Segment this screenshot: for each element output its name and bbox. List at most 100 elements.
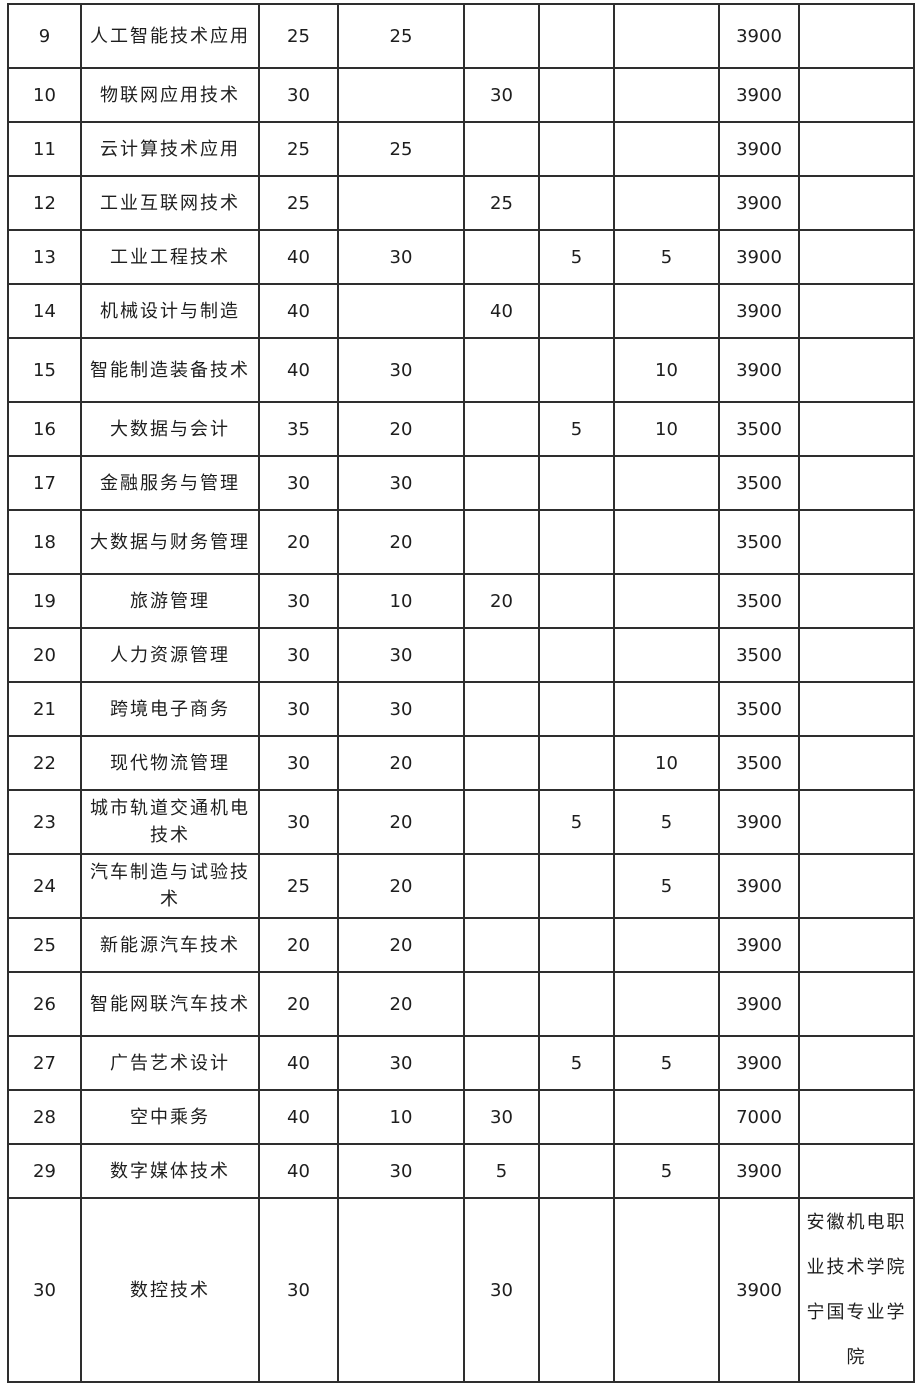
cell-remark xyxy=(798,509,915,575)
cell-category-3 xyxy=(538,3,615,69)
cell-category-2 xyxy=(463,337,540,403)
cell-major-name: 工业工程技术 xyxy=(80,229,260,285)
cell-major-name: 空中乘务 xyxy=(80,1089,260,1145)
table-row: 29 数字媒体技术 40 30 5 5 3900 xyxy=(7,1143,915,1199)
cell-category-2 xyxy=(463,455,540,511)
cell-category-3: 5 xyxy=(538,401,615,457)
cell-category-2 xyxy=(463,627,540,683)
cell-row-number: 25 xyxy=(7,917,82,973)
cell-category-3: 5 xyxy=(538,229,615,285)
cell-category-3 xyxy=(538,509,615,575)
cell-remark xyxy=(798,853,915,919)
cell-category-3: 5 xyxy=(538,1035,615,1091)
cell-category-1 xyxy=(337,1197,465,1383)
table-row: 20 人力资源管理 30 30 3500 xyxy=(7,627,915,683)
cell-major-name: 旅游管理 xyxy=(80,573,260,629)
cell-row-number: 28 xyxy=(7,1089,82,1145)
cell-remark xyxy=(798,283,915,339)
cell-category-2 xyxy=(463,681,540,737)
cell-category-4 xyxy=(613,67,720,123)
table-row: 18 大数据与财务管理 20 20 3500 xyxy=(7,509,915,575)
cell-tuition-fee: 3900 xyxy=(718,337,800,403)
cell-major-name: 数控技术 xyxy=(80,1197,260,1383)
cell-plan-total: 30 xyxy=(258,627,339,683)
cell-major-name: 城市轨道交通机电技术 xyxy=(80,789,260,855)
cell-category-3 xyxy=(538,67,615,123)
table-row: 15 智能制造装备技术 40 30 10 3900 xyxy=(7,337,915,403)
cell-tuition-fee: 3900 xyxy=(718,971,800,1037)
cell-remark xyxy=(798,1143,915,1199)
cell-plan-total: 30 xyxy=(258,735,339,791)
cell-row-number: 16 xyxy=(7,401,82,457)
plan-table-body: 9 人工智能技术应用 25 25 3900 10 物联网应用技术 30 30 3900 11 云计算技… xyxy=(7,3,915,1383)
cell-category-2 xyxy=(463,401,540,457)
cell-category-2 xyxy=(463,1035,540,1091)
cell-category-4: 5 xyxy=(613,789,720,855)
cell-remark xyxy=(798,175,915,231)
cell-row-number: 9 xyxy=(7,3,82,69)
cell-tuition-fee: 3900 xyxy=(718,1197,800,1383)
cell-category-2 xyxy=(463,789,540,855)
cell-plan-total: 40 xyxy=(258,337,339,403)
cell-major-name: 智能制造装备技术 xyxy=(80,337,260,403)
table-row: 30 数控技术 30 30 3900 安徽机电职业技术学院宁国专业学院 xyxy=(7,1197,915,1383)
table-row: 11 云计算技术应用 25 25 3900 xyxy=(7,121,915,177)
cell-major-name: 大数据与会计 xyxy=(80,401,260,457)
cell-plan-total: 30 xyxy=(258,67,339,123)
cell-major-name: 工业互联网技术 xyxy=(80,175,260,231)
cell-category-2: 30 xyxy=(463,1089,540,1145)
cell-category-4 xyxy=(613,627,720,683)
cell-category-1 xyxy=(337,67,465,123)
cell-plan-total: 40 xyxy=(258,283,339,339)
cell-row-number: 27 xyxy=(7,1035,82,1091)
table-row: 17 金融服务与管理 30 30 3500 xyxy=(7,455,915,511)
cell-tuition-fee: 3500 xyxy=(718,735,800,791)
cell-category-4 xyxy=(613,509,720,575)
cell-tuition-fee: 3900 xyxy=(718,67,800,123)
cell-category-2 xyxy=(463,735,540,791)
cell-category-2: 30 xyxy=(463,1197,540,1383)
cell-tuition-fee: 3900 xyxy=(718,283,800,339)
table-row: 22 现代物流管理 30 20 10 3500 xyxy=(7,735,915,791)
cell-plan-total: 30 xyxy=(258,1197,339,1383)
cell-remark xyxy=(798,573,915,629)
cell-category-3 xyxy=(538,1089,615,1145)
cell-category-1: 20 xyxy=(337,971,465,1037)
cell-remark xyxy=(798,971,915,1037)
cell-category-3 xyxy=(538,1197,615,1383)
cell-category-1: 30 xyxy=(337,455,465,511)
cell-category-3 xyxy=(538,121,615,177)
cell-category-4 xyxy=(613,1197,720,1383)
cell-category-2: 5 xyxy=(463,1143,540,1199)
cell-major-name: 汽车制造与试验技术 xyxy=(80,853,260,919)
cell-remark xyxy=(798,917,915,973)
cell-category-3 xyxy=(538,337,615,403)
cell-remark xyxy=(798,1035,915,1091)
cell-major-name: 人力资源管理 xyxy=(80,627,260,683)
cell-plan-total: 40 xyxy=(258,1035,339,1091)
table-row: 21 跨境电子商务 30 30 3500 xyxy=(7,681,915,737)
cell-category-4: 5 xyxy=(613,1035,720,1091)
cell-category-3 xyxy=(538,917,615,973)
cell-plan-total: 25 xyxy=(258,3,339,69)
cell-remark xyxy=(798,229,915,285)
cell-major-name: 机械设计与制造 xyxy=(80,283,260,339)
cell-category-2: 40 xyxy=(463,283,540,339)
cell-category-3 xyxy=(538,1143,615,1199)
cell-category-2 xyxy=(463,917,540,973)
cell-category-4 xyxy=(613,3,720,69)
cell-row-number: 24 xyxy=(7,853,82,919)
cell-row-number: 21 xyxy=(7,681,82,737)
cell-category-3 xyxy=(538,627,615,683)
enrollment-plan-table: 9 人工智能技术应用 25 25 3900 10 物联网应用技术 30 30 3900 11 云计算技… xyxy=(7,3,915,1383)
cell-tuition-fee: 3500 xyxy=(718,509,800,575)
cell-category-1: 20 xyxy=(337,401,465,457)
cell-major-name: 物联网应用技术 xyxy=(80,67,260,123)
table-row: 26 智能网联汽车技术 20 20 3900 xyxy=(7,971,915,1037)
cell-tuition-fee: 3500 xyxy=(718,627,800,683)
cell-plan-total: 30 xyxy=(258,455,339,511)
cell-category-4 xyxy=(613,455,720,511)
cell-major-name: 现代物流管理 xyxy=(80,735,260,791)
cell-row-number: 18 xyxy=(7,509,82,575)
cell-tuition-fee: 3500 xyxy=(718,573,800,629)
